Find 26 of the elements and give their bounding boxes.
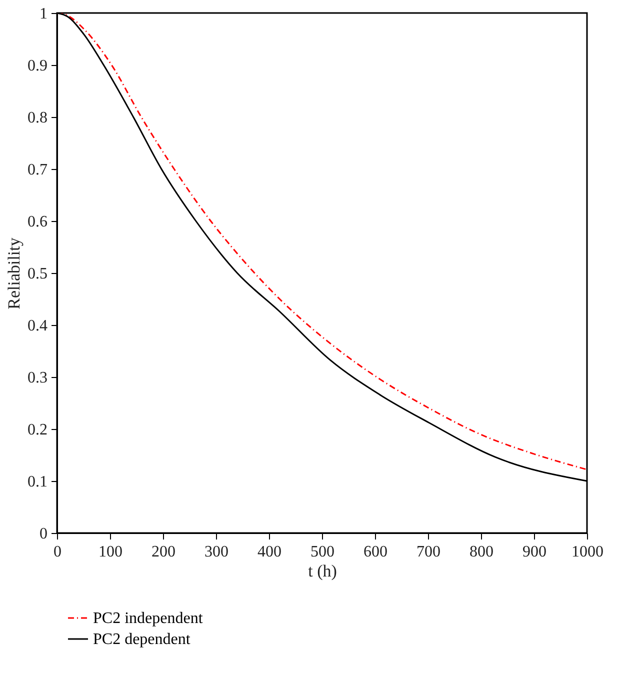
- y-tick-label: 0.6: [28, 214, 48, 230]
- legend-label: PC2 dependent: [93, 631, 191, 648]
- y-tick-label: 0.8: [28, 110, 48, 126]
- y-tick-label: 0.7: [28, 162, 48, 178]
- x-tick-label: 100: [98, 544, 122, 560]
- x-tick-label: 200: [152, 544, 176, 560]
- y-tick-label: 1: [40, 6, 48, 22]
- y-tick-label: 0.4: [28, 318, 48, 334]
- y-tick-label: 0.9: [28, 58, 48, 74]
- x-axis-title: t (h): [308, 562, 337, 580]
- x-tick-label: 800: [470, 544, 494, 560]
- y-tick-label: 0.5: [28, 266, 48, 282]
- y-tick-label: 0.2: [28, 422, 48, 438]
- x-tick-label: 300: [204, 544, 228, 560]
- x-tick-label: 400: [258, 544, 282, 560]
- x-tick-label: 500: [310, 544, 334, 560]
- x-tick-label: 900: [522, 544, 546, 560]
- x-tick-label: 0: [54, 544, 62, 560]
- y-tick-label: 0.1: [28, 474, 48, 490]
- y-tick-label: 0.3: [28, 370, 48, 386]
- legend-label: PC2 independent: [93, 610, 204, 627]
- y-tick-label: 0: [40, 526, 48, 542]
- x-tick-label: 700: [416, 544, 440, 560]
- y-axis-title: Reliability: [4, 237, 24, 310]
- x-tick-label: 1000: [572, 544, 604, 560]
- x-tick-label: 600: [364, 544, 388, 560]
